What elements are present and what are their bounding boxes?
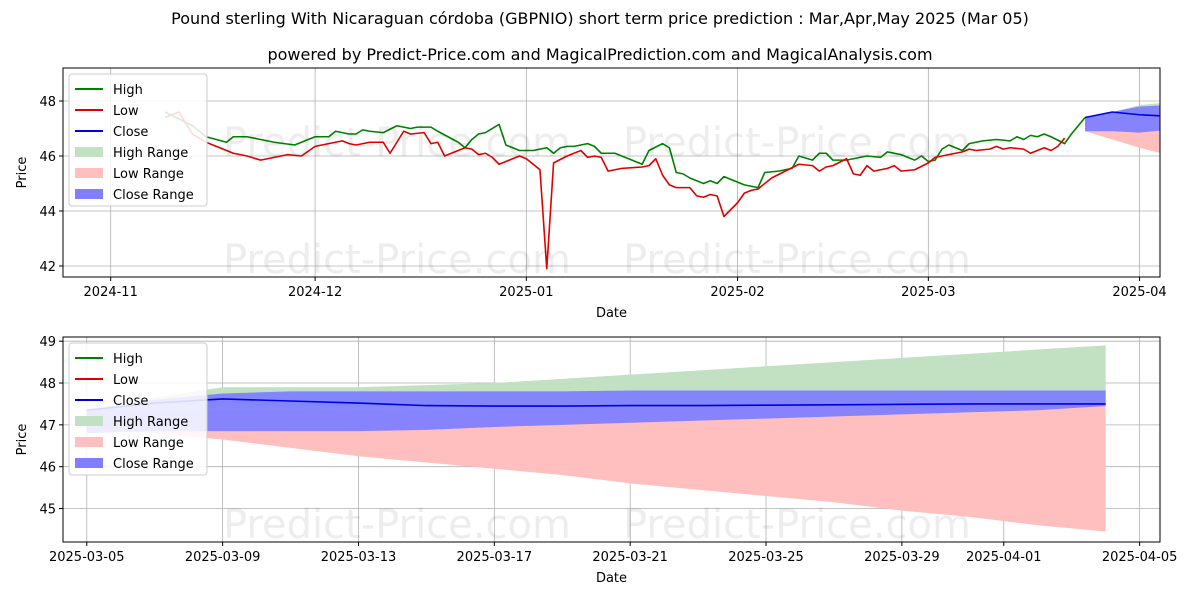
watermark-text: Predict-Price.com: [623, 502, 971, 548]
top-ylabel: Price: [15, 157, 30, 189]
bottom-ytick-label: 49: [39, 335, 56, 350]
top-xlabel: Date: [596, 306, 627, 321]
top-ytick-label: 46: [39, 150, 56, 165]
bottom-plot-area: Predict-Price.com Predict-Price.com: [86, 345, 1106, 548]
bottom-xtick-label: 2025-03-09: [185, 550, 261, 565]
bottom-legend-label: Low: [113, 373, 139, 388]
watermark-text: Predict-Price.com: [623, 237, 971, 283]
top-close-range-band: [1085, 105, 1160, 133]
bottom-legend-label: Close: [113, 394, 148, 409]
chart-subtitle: powered by Predict-Price.com and Magical…: [267, 45, 933, 64]
bottom-ytick-label: 45: [39, 503, 56, 518]
top-high-line: [164, 111, 1086, 189]
top-close-line: [1084, 111, 1160, 119]
top-legend-label: Low Range: [113, 167, 184, 182]
bottom-legend-label: Close Range: [113, 457, 194, 472]
bottom-legend-label: Low Range: [113, 436, 184, 451]
bottom-xtick-label: 2025-03-21: [592, 550, 668, 565]
bottom-close-range-band: [86, 390, 1106, 434]
top-legend: [68, 73, 208, 207]
bottom-axes-frame: [62, 336, 1161, 543]
bottom-ytick-label: 48: [39, 377, 56, 392]
bottom-xtick-label: 2025-03-05: [49, 550, 125, 565]
watermark-text: Predict-Price.com: [223, 237, 571, 283]
top-plot-area: Predict-Price.com Predict-Price.com Predic…: [164, 103, 1160, 283]
bottom-xtick-label: 2025-04-01: [966, 550, 1042, 565]
top-legend-swatch: [75, 189, 103, 199]
chart-title: Pound sterling With Nicaraguan córdoba (…: [171, 9, 1029, 28]
top-axes-frame: [62, 67, 1161, 278]
top-legend-label: Low: [113, 104, 139, 119]
bottom-legend-label: High: [113, 352, 143, 367]
bottom-legend-swatch: [75, 458, 103, 468]
top-legend-label: High Range: [113, 146, 188, 161]
top-legend-label: High: [113, 83, 143, 98]
watermark-text: Predict-Price.com: [223, 120, 571, 166]
watermark-text: Predict-Price.com: [623, 120, 971, 166]
bottom-legend-swatch: [75, 416, 103, 426]
top-xtick-label: 2024-12: [288, 285, 342, 300]
bottom-ylabel: Price: [15, 424, 30, 456]
top-xtick-label: 2025-04: [1112, 285, 1166, 300]
top-ytick-label: 44: [39, 205, 56, 220]
top-legend-swatch: [75, 168, 103, 178]
bottom-ytick-label: 46: [39, 461, 56, 476]
top-legend-swatch: [75, 147, 103, 157]
top-legend-label: Close: [113, 125, 148, 140]
bottom-legend-swatch: [75, 437, 103, 447]
bottom-ytick-label: 47: [39, 419, 56, 434]
top-ytick-label: 48: [39, 95, 56, 110]
watermark-text: Predict-Price.com: [223, 502, 571, 548]
bottom-xtick-label: 2025-03-25: [728, 550, 804, 565]
top-legend-label: Close Range: [113, 188, 194, 203]
bottom-xtick-label: 2025-04-05: [1102, 550, 1178, 565]
top-xtick-label: 2025-02: [710, 285, 764, 300]
top-xtick-label: 2025-01: [499, 285, 553, 300]
top-low-line: [164, 111, 1066, 270]
bottom-xlabel: Date: [596, 571, 627, 586]
top-xtick-label: 2025-03: [901, 285, 955, 300]
bottom-close-line: [86, 398, 1106, 412]
bottom-xtick-label: 2025-03-17: [457, 550, 533, 565]
bottom-legend: [68, 342, 208, 476]
bottom-xtick-label: 2025-03-13: [321, 550, 397, 565]
top-xtick-label: 2024-11: [84, 285, 138, 300]
top-ytick-label: 42: [39, 260, 56, 275]
bottom-legend-label: High Range: [113, 415, 188, 430]
bottom-low-range-band: [86, 403, 1106, 532]
bottom-xtick-label: 2025-03-29: [864, 550, 940, 565]
